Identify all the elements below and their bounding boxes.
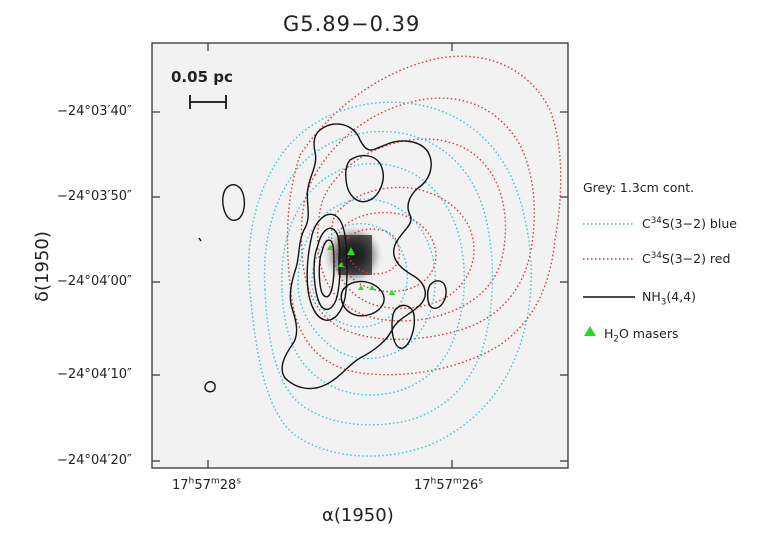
black-contour-2 (306, 213, 348, 321)
black-contour-8 (426, 280, 447, 309)
h2o-masers (327, 245, 395, 295)
blue-contour-3 (281, 162, 466, 396)
legend-grey: Grey: 1.3cm cont. (583, 180, 695, 195)
legend-blue: C34S(3−2) blue (642, 215, 737, 231)
maser-marker (347, 247, 355, 255)
y-tick-label: −24°04′10″ (57, 367, 132, 382)
legend-black: NH3(4,4) (642, 289, 696, 308)
red-contour-4 (330, 186, 475, 310)
red-contour-3 (316, 138, 507, 322)
chart-title: G5.89−0.39 (283, 12, 421, 36)
plot-frame (151, 42, 569, 469)
x-axis-label: α(1950) (322, 505, 394, 526)
maser-marker (358, 285, 364, 290)
black-contour-11 (198, 237, 202, 242)
black-contour-7 (391, 304, 416, 349)
maser-marker (369, 285, 375, 290)
maser-marker (338, 262, 344, 267)
blue-contours (248, 101, 532, 457)
red-contour-2 (300, 97, 536, 341)
blue-contour-1 (248, 101, 532, 457)
maser-marker (389, 290, 395, 295)
black-contour-6 (345, 154, 384, 203)
black-contour-4 (318, 239, 335, 298)
black-contour-outer (281, 123, 432, 390)
y-tick-label: −24°04′00″ (57, 274, 132, 289)
black-contour-5 (340, 280, 385, 317)
black-contours (198, 123, 447, 393)
x-ticks (207, 43, 453, 468)
x-tick-label: 17h57m26s (414, 476, 484, 493)
black-contour-3 (313, 227, 341, 311)
scale-bar-label: 0.05 pc (171, 68, 233, 86)
legend-maser: H2O masers (604, 326, 679, 345)
scale-bar (189, 95, 227, 109)
maser-marker (327, 245, 333, 250)
blue-contour-5 (311, 223, 408, 328)
y-tick-label: −24°03′40″ (57, 104, 132, 119)
legend-swatch-maser (584, 326, 596, 336)
x-tick-label: 17h57m28s (172, 476, 242, 493)
y-axis-label: δ(1950) (32, 231, 53, 302)
legend-red: C34S(3−2) red (642, 250, 731, 266)
black-contour-9 (222, 184, 246, 221)
y-ticks (152, 111, 568, 462)
blue-contour-2 (263, 130, 494, 426)
y-tick-label: −24°03′50″ (57, 189, 132, 204)
black-contour-10 (204, 381, 216, 393)
y-tick-label: −24°04′20″ (57, 453, 132, 468)
